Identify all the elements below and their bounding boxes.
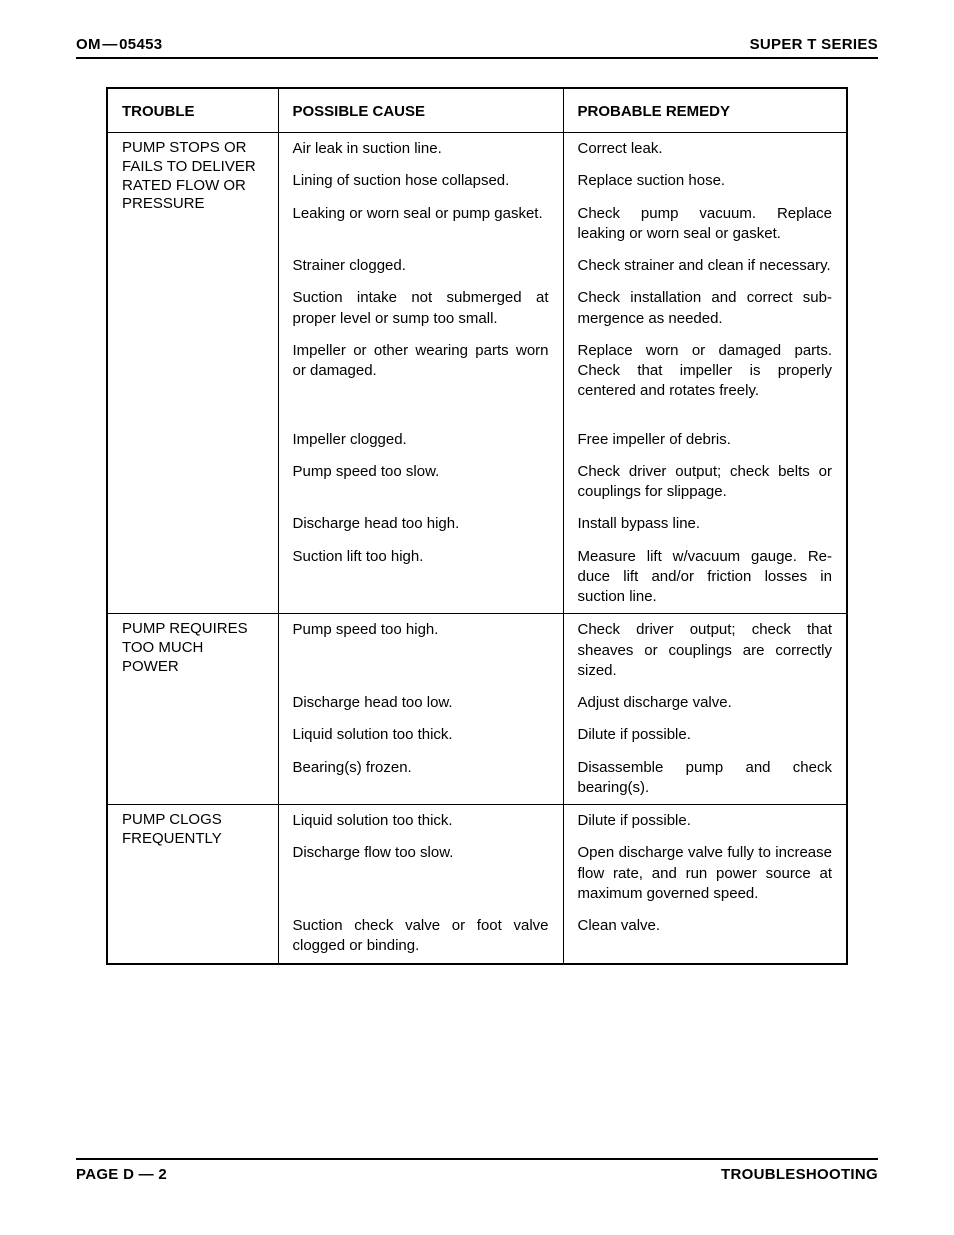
series-title: SUPER T SERIES — [750, 36, 878, 53]
remedy-cell: Free impeller of debris. — [563, 408, 846, 456]
cause-cell: Lining of suction hose collapsed. — [278, 165, 563, 197]
remedy-cell: Replace suction hose. — [563, 165, 846, 197]
remedy-cell: Open discharge valve fully to in­crease … — [563, 837, 846, 910]
troubleshooting-table: TROUBLE POSSIBLE CAUSE PROBABLE REMEDY P… — [108, 89, 846, 963]
cause-cell: Discharge head too high. — [278, 508, 563, 540]
cause-cell: Pump speed too high. — [278, 614, 563, 687]
table-row: PUMP REQUIRES TOO MUCH POWERPump speed t… — [108, 614, 846, 687]
page-header: OM — 05453 SUPER T SERIES — [76, 36, 878, 59]
page-number: PAGE D — 2 — [76, 1166, 167, 1183]
remedy-cell: Correct leak. — [563, 133, 846, 166]
cause-cell: Strainer clogged. — [278, 250, 563, 282]
cause-cell: Bearing(s) frozen. — [278, 752, 563, 805]
remedy-cell: Disassemble pump and check bearing(s). — [563, 752, 846, 805]
cause-cell: Leaking or worn seal or pump gasket. — [278, 198, 563, 251]
remedy-cell: Dilute if possible. — [563, 719, 846, 751]
cause-cell: Pump speed too slow. — [278, 456, 563, 509]
table-row: PUMP CLOGS FREQUENTLYLiquid solution too… — [108, 805, 846, 838]
remedy-cell: Clean valve. — [563, 910, 846, 963]
cause-cell: Impeller or other wearing parts worn or … — [278, 335, 563, 408]
trouble-cell: PUMP CLOGS FREQUENTLY — [108, 805, 278, 963]
cause-cell: Liquid solution too thick. — [278, 719, 563, 751]
cause-cell: Suction lift too high. — [278, 541, 563, 614]
remedy-cell: Measure lift w/vacuum gauge. Re­duce lif… — [563, 541, 846, 614]
col-header-cause: POSSIBLE CAUSE — [278, 89, 563, 133]
remedy-cell: Replace worn or damaged parts. Check tha… — [563, 335, 846, 408]
troubleshooting-table-wrap: TROUBLE POSSIBLE CAUSE PROBABLE REMEDY P… — [106, 87, 848, 965]
col-header-trouble: TROUBLE — [108, 89, 278, 133]
doc-code: OM — 05453 — [76, 36, 162, 53]
remedy-cell: Install bypass line. — [563, 508, 846, 540]
cause-cell: Suction check valve or foot valve clogge… — [278, 910, 563, 963]
remedy-cell: Check driver output; check belts or coup… — [563, 456, 846, 509]
page-footer: PAGE D — 2 TROUBLESHOOTING — [76, 1158, 878, 1183]
cause-cell: Liquid solution too thick. — [278, 805, 563, 838]
remedy-cell: Adjust discharge valve. — [563, 687, 846, 719]
cause-cell: Impeller clogged. — [278, 408, 563, 456]
page: OM — 05453 SUPER T SERIES TROUBLE POSSIB… — [0, 0, 954, 1235]
table-header-row: TROUBLE POSSIBLE CAUSE PROBABLE REMEDY — [108, 89, 846, 133]
cause-cell: Suction intake not submerged at proper l… — [278, 282, 563, 335]
remedy-cell: Check installation and correct sub­merge… — [563, 282, 846, 335]
remedy-cell: Check driver output; check that sheaves … — [563, 614, 846, 687]
remedy-cell: Check strainer and clean if neces­sary. — [563, 250, 846, 282]
trouble-cell: PUMP STOPS OR FAILS TO DELIVER RATED FLO… — [108, 133, 278, 614]
remedy-cell: Check pump vacuum. Replace leaking or wo… — [563, 198, 846, 251]
cause-cell: Air leak in suction line. — [278, 133, 563, 166]
cause-cell: Discharge head too low. — [278, 687, 563, 719]
section-name: TROUBLESHOOTING — [721, 1166, 878, 1183]
remedy-cell: Dilute if possible. — [563, 805, 846, 838]
cause-cell: Discharge flow too slow. — [278, 837, 563, 910]
table-row: PUMP STOPS OR FAILS TO DELIVER RATED FLO… — [108, 133, 846, 166]
trouble-cell: PUMP REQUIRES TOO MUCH POWER — [108, 614, 278, 805]
col-header-remedy: PROBABLE REMEDY — [563, 89, 846, 133]
